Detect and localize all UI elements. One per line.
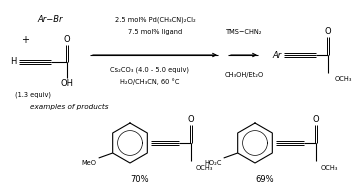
Text: TMS−CHN₂: TMS−CHN₂ [226, 29, 262, 35]
Text: H: H [10, 58, 16, 66]
Text: O: O [325, 27, 331, 36]
Text: OH: OH [60, 79, 73, 88]
Text: examples of products: examples of products [30, 104, 108, 110]
Text: MeO: MeO [82, 160, 97, 166]
Text: 7.5 mol% ligand: 7.5 mol% ligand [128, 29, 182, 35]
Text: OCH₃: OCH₃ [321, 165, 338, 171]
Text: 2.5 mol% Pd(CH₃CN)₂Cl₂: 2.5 mol% Pd(CH₃CN)₂Cl₂ [114, 17, 195, 23]
Text: Ar: Ar [272, 51, 281, 59]
Text: HO₂C: HO₂C [204, 160, 222, 166]
Text: OCH₃: OCH₃ [335, 76, 352, 82]
Text: O: O [64, 35, 70, 44]
Text: 69%: 69% [256, 176, 274, 184]
Text: CH₃OH/Et₂O: CH₃OH/Et₂O [224, 72, 264, 78]
Text: OCH₃: OCH₃ [196, 165, 213, 171]
Text: O: O [313, 114, 319, 123]
Text: (1.3 equiv): (1.3 equiv) [15, 92, 51, 98]
Text: Cs₂CO₃ (4.0 - 5.0 equiv): Cs₂CO₃ (4.0 - 5.0 equiv) [111, 67, 189, 73]
Text: 70%: 70% [131, 176, 149, 184]
Text: O: O [188, 114, 194, 123]
Text: H₂O/CH₃CN, 60 °C: H₂O/CH₃CN, 60 °C [120, 79, 180, 85]
Text: Ar−Br: Ar−Br [37, 15, 63, 25]
Text: +: + [21, 35, 29, 45]
